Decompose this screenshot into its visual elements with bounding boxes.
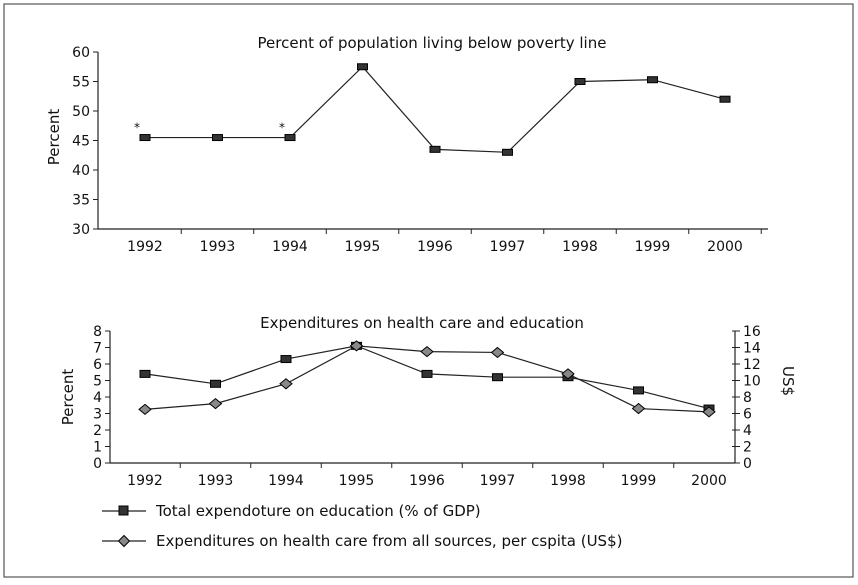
expenditure-right-tick-label: 12 bbox=[743, 357, 761, 373]
poverty-x-tick-label: 1998 bbox=[562, 239, 598, 255]
health-data-point bbox=[702, 406, 716, 418]
poverty-axes bbox=[93, 51, 768, 234]
poverty-data-point bbox=[647, 76, 658, 84]
poverty-x-tick-label: 1999 bbox=[635, 239, 671, 255]
poverty-y-tick-label: 35 bbox=[72, 193, 90, 209]
health-data-point bbox=[631, 402, 646, 415]
expenditure-axes bbox=[105, 330, 740, 468]
poverty-x-tick-label: 1996 bbox=[417, 239, 453, 255]
education-data-point bbox=[633, 386, 644, 395]
poverty-x-tick-label: 2000 bbox=[707, 239, 743, 255]
expenditure-x-tick-label: 1997 bbox=[480, 473, 516, 489]
expenditure-left-tick-label: 2 bbox=[93, 423, 102, 439]
education-data-point bbox=[210, 379, 221, 388]
expenditure-left-tick-label: 0 bbox=[93, 456, 102, 472]
expenditure-x-tick-label: 1998 bbox=[550, 473, 586, 489]
expenditure-x-tick-label: 1995 bbox=[339, 473, 375, 489]
expenditure-right-tick-label: 0 bbox=[743, 456, 752, 472]
expenditure-right-tick-label: 8 bbox=[743, 390, 752, 406]
expenditure-x-tick-label: 2000 bbox=[691, 473, 727, 489]
health-data-point bbox=[349, 340, 364, 352]
poverty-data-point bbox=[429, 145, 441, 153]
health-data-point bbox=[279, 378, 293, 390]
expenditure-x-tick-label: 1996 bbox=[409, 473, 445, 489]
expenditure-left-tick-label: 4 bbox=[93, 390, 102, 406]
poverty-data-point bbox=[502, 148, 513, 156]
poverty-series bbox=[139, 63, 731, 156]
poverty-y-tick-label: 50 bbox=[72, 104, 90, 120]
poverty-tick-labels: 30 35 40 45 50 55 60 1992 1993 1994 1995 1996 1997 19… bbox=[72, 45, 743, 255]
poverty-data-point bbox=[574, 78, 586, 85]
poverty-x-tick-label: 1993 bbox=[200, 239, 236, 255]
poverty-chart: Percent of population living below pover… bbox=[45, 34, 768, 255]
expenditure-right-axis-label: US$ bbox=[779, 366, 797, 396]
poverty-data-point bbox=[212, 134, 223, 142]
expenditure-x-tick-label: 1999 bbox=[621, 473, 657, 489]
poverty-x-tick-label: 1992 bbox=[127, 239, 163, 255]
expenditure-right-tick-label: 16 bbox=[743, 324, 761, 340]
poverty-x-tick-label: 1995 bbox=[345, 239, 381, 255]
expenditure-left-tick-label: 3 bbox=[93, 407, 102, 423]
poverty-data-point bbox=[357, 63, 368, 71]
legend-label-health: Expenditures on health care from all sou… bbox=[156, 532, 622, 550]
expenditure-left-tick-label: 5 bbox=[93, 374, 102, 390]
poverty-annotation-asterisk: * bbox=[279, 121, 285, 135]
expenditure-right-tick-label: 10 bbox=[743, 374, 761, 390]
education-data-point bbox=[139, 369, 151, 378]
health-data-point bbox=[561, 368, 575, 380]
poverty-data-point bbox=[719, 95, 731, 103]
expenditure-left-tick-label: 1 bbox=[93, 440, 102, 456]
expenditure-left-axis-label: Percent bbox=[59, 369, 77, 426]
expenditure-right-tick-label: 14 bbox=[743, 341, 761, 357]
legend-label-education: Total expendoture on education (% of GDP… bbox=[155, 502, 481, 520]
legend-marker-square bbox=[118, 505, 129, 516]
expenditure-chart-title: Expenditures on health care and educatio… bbox=[260, 314, 584, 332]
poverty-y-tick-label: 40 bbox=[72, 163, 90, 179]
expenditure-left-tick-label: 7 bbox=[93, 341, 102, 357]
expenditure-right-tick-label: 4 bbox=[743, 423, 752, 439]
poverty-x-tick-label: 1994 bbox=[272, 239, 308, 255]
poverty-x-tick-label: 1997 bbox=[490, 239, 526, 255]
expenditure-chart: Expenditures on health care and educatio… bbox=[59, 314, 797, 489]
poverty-y-tick-label: 60 bbox=[72, 45, 90, 61]
poverty-y-tick-label: 30 bbox=[72, 222, 90, 238]
health-data-point bbox=[490, 346, 505, 359]
poverty-data-point bbox=[139, 134, 151, 142]
poverty-y-tick-label: 55 bbox=[72, 75, 90, 91]
expenditure-x-tick-label: 1994 bbox=[268, 473, 304, 489]
poverty-y-axis-label: Percent bbox=[45, 109, 63, 166]
poverty-annotations: * * bbox=[134, 121, 285, 135]
poverty-chart-title: Percent of population living below pover… bbox=[258, 34, 607, 52]
expenditure-series bbox=[138, 340, 716, 418]
legend: Total expendoture on education (% of GDP… bbox=[102, 502, 622, 550]
legend-item-health: Expenditures on health care from all sou… bbox=[102, 532, 622, 550]
education-data-point bbox=[492, 373, 503, 382]
legend-marker-diamond bbox=[117, 534, 131, 548]
expenditure-right-tick-label: 2 bbox=[743, 440, 752, 456]
education-data-point bbox=[421, 369, 433, 378]
legend-item-education: Total expendoture on education (% of GDP… bbox=[102, 502, 481, 520]
expenditure-right-tick-label: 6 bbox=[743, 407, 752, 423]
expenditure-x-tick-label: 1992 bbox=[127, 473, 163, 489]
health-data-point bbox=[208, 397, 223, 410]
expenditure-left-tick-label: 8 bbox=[93, 324, 102, 340]
poverty-data-point bbox=[284, 134, 296, 142]
health-data-point bbox=[138, 403, 152, 416]
expenditure-x-tick-label: 1993 bbox=[198, 473, 234, 489]
expenditure-left-tick-label: 6 bbox=[93, 357, 102, 373]
poverty-annotation-asterisk: * bbox=[134, 121, 140, 135]
poverty-y-tick-label: 45 bbox=[72, 134, 90, 150]
education-data-point bbox=[280, 355, 292, 364]
outer-border bbox=[3, 3, 854, 578]
health-data-point bbox=[420, 345, 434, 358]
